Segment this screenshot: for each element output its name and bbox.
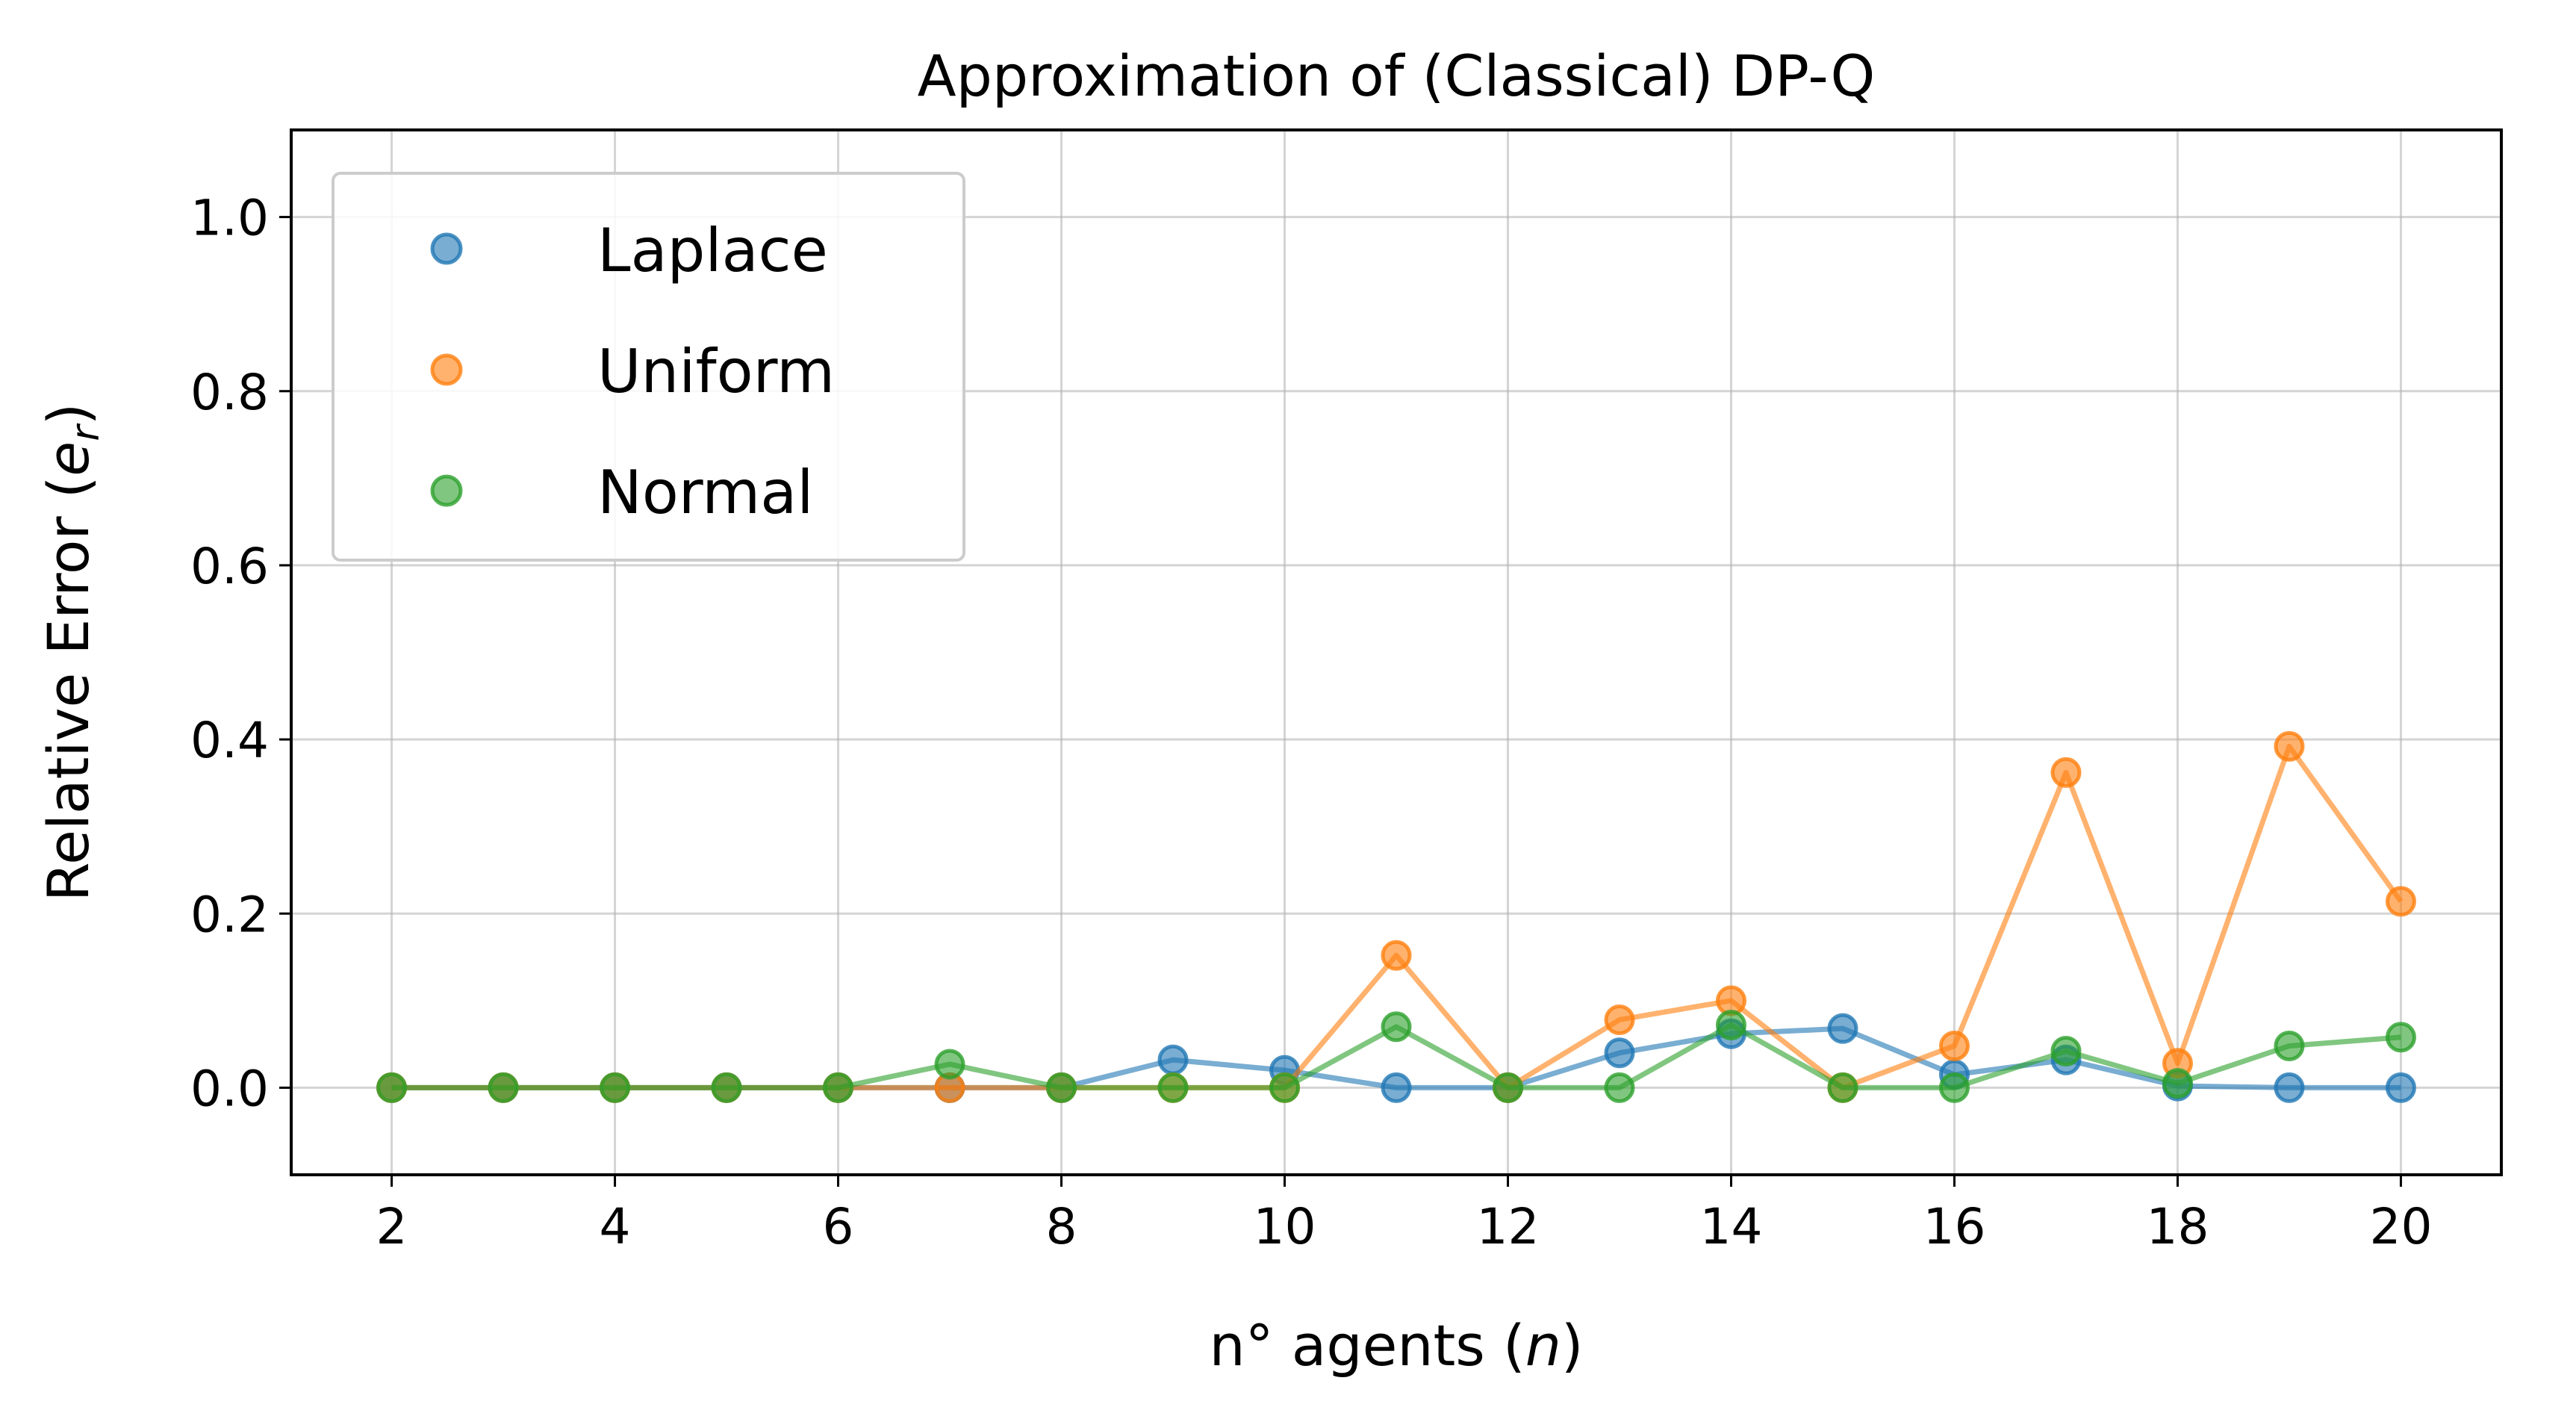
normal-point <box>1046 1072 1077 1103</box>
y-axis-label-prefix: Relative Error ( <box>35 476 102 902</box>
y-tick-label: 0.6 <box>190 538 269 595</box>
y-axis-label: Relative Error (er) <box>35 403 108 902</box>
uniform-point <box>2274 730 2305 762</box>
series-normal <box>376 1009 2416 1103</box>
x-axis-label-prefix: n° agents ( <box>1209 1312 1525 1379</box>
y-axis-label-subscript: r <box>63 423 108 441</box>
x-axis-label-variable: n <box>1525 1312 1561 1379</box>
normal-point <box>1492 1072 1523 1103</box>
legend-item-normal: Normal <box>430 458 813 527</box>
legend: Laplace Uniform Normal <box>332 172 965 562</box>
uniform-point <box>1604 1004 1635 1035</box>
laplace-point <box>1157 1044 1189 1075</box>
x-tick-label: 14 <box>1699 1198 1762 1255</box>
normal-point <box>2050 1035 2082 1066</box>
normal-point <box>1269 1072 1301 1103</box>
normal-point <box>1827 1072 1858 1103</box>
normal-point <box>488 1072 519 1103</box>
normal-point <box>711 1072 742 1103</box>
uniform-point <box>1938 1030 1970 1061</box>
y-tick-label: 1.0 <box>190 190 269 247</box>
y-tick-label: 0.0 <box>190 1060 269 1117</box>
x-tick-label: 4 <box>600 1198 631 1255</box>
legend-marker-uniform <box>430 353 463 386</box>
x-tick-label: 10 <box>1254 1198 1316 1255</box>
y-ticks: 0.0 0.2 0.4 0.6 0.8 1.0 <box>190 190 291 1117</box>
x-axis-label-suffix: ) <box>1561 1312 1584 1379</box>
laplace-point <box>1381 1072 1412 1103</box>
normal-point <box>823 1072 854 1103</box>
x-tick-label: 2 <box>376 1198 408 1255</box>
laplace-point <box>2385 1072 2416 1103</box>
uniform-point <box>2385 886 2416 917</box>
y-tick-label: 0.2 <box>190 886 269 943</box>
normal-point <box>600 1072 631 1103</box>
y-tick-label: 0.4 <box>190 712 269 769</box>
normal-point <box>2274 1030 2305 1061</box>
y-axis-label-suffix: ) <box>35 403 102 426</box>
normal-point <box>1604 1072 1635 1103</box>
uniform-point <box>1381 940 1412 971</box>
normal-point <box>2162 1068 2193 1099</box>
laplace-point <box>1827 1013 1858 1044</box>
normal-point <box>1938 1072 1970 1103</box>
x-tick-label: 6 <box>823 1198 854 1255</box>
legend-marker-normal <box>430 474 463 507</box>
x-tick-label: 20 <box>2369 1198 2432 1255</box>
legend-box <box>332 172 965 562</box>
legend-item-laplace: Laplace <box>430 216 828 285</box>
series-layer <box>376 730 2416 1103</box>
normal-point <box>1157 1072 1189 1103</box>
uniform-point <box>2050 757 2082 788</box>
x-tick-label: 8 <box>1046 1198 1077 1255</box>
normal-point <box>1715 1009 1746 1040</box>
normal-point <box>934 1049 965 1080</box>
normal-point <box>2385 1022 2416 1053</box>
x-tick-label: 18 <box>2146 1198 2209 1255</box>
x-ticks: 2 4 6 8 10 12 14 16 18 20 <box>376 1175 2432 1255</box>
legend-label-uniform: Uniform <box>597 337 835 406</box>
y-axis-label-variable: e <box>35 441 102 476</box>
legend-marker-laplace <box>430 232 463 265</box>
x-axis-label: n° agents (n) <box>1209 1312 1583 1379</box>
laplace-point <box>2274 1072 2305 1103</box>
y-tick-label: 0.8 <box>190 364 269 421</box>
normal-point <box>1381 1011 1412 1043</box>
x-tick-label: 16 <box>1923 1198 1985 1255</box>
plot-frame <box>290 128 2503 1176</box>
chart-title: Approximation of (Classical) DP-Q <box>918 43 1876 109</box>
legend-item-uniform: Uniform <box>430 337 835 406</box>
legend-label-normal: Normal <box>597 458 813 527</box>
legend-label-laplace: Laplace <box>597 216 828 285</box>
normal-point <box>376 1072 408 1103</box>
x-tick-label: 12 <box>1477 1198 1540 1255</box>
laplace-point <box>1604 1037 1635 1069</box>
